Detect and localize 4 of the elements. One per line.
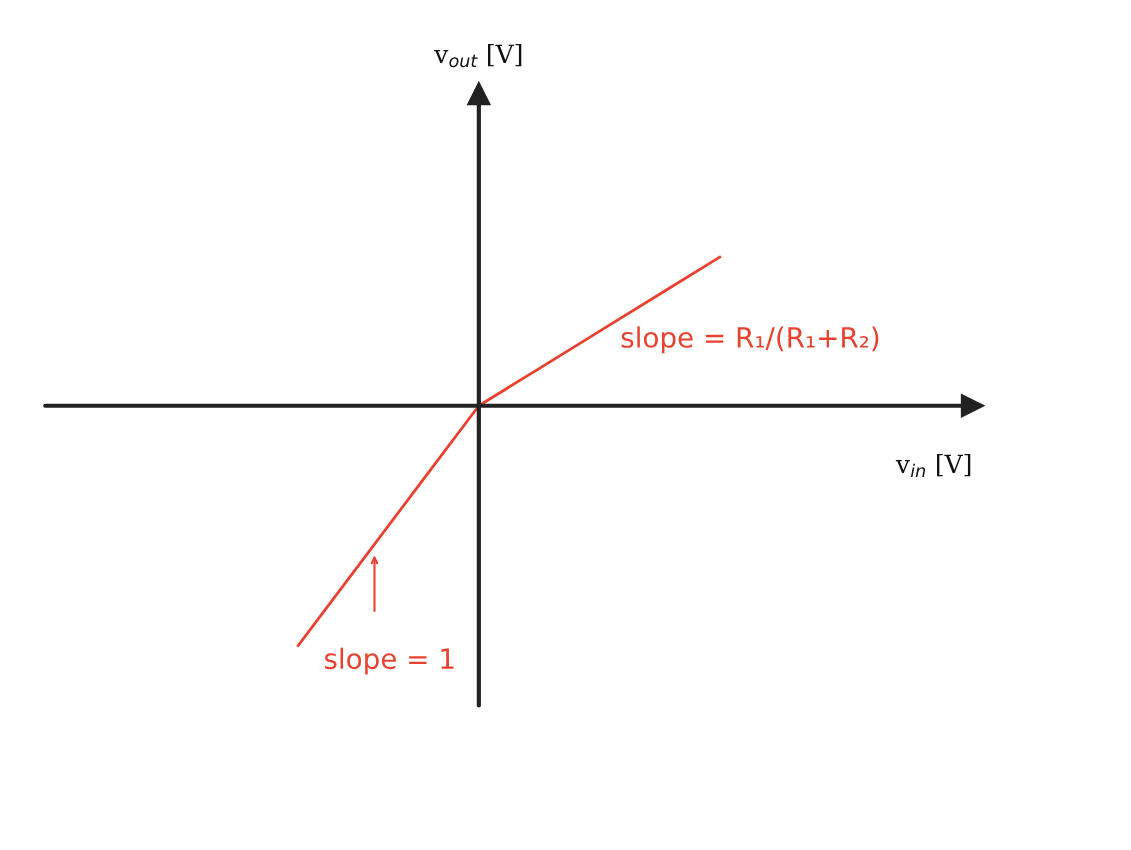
text: v$_{out}$ [V] [434, 43, 522, 68]
text: v$_{in}$ [V] [895, 453, 971, 478]
annotation: slope = R₁/(R₁+R₂) [621, 326, 879, 354]
text: slope = 1 [324, 647, 454, 675]
